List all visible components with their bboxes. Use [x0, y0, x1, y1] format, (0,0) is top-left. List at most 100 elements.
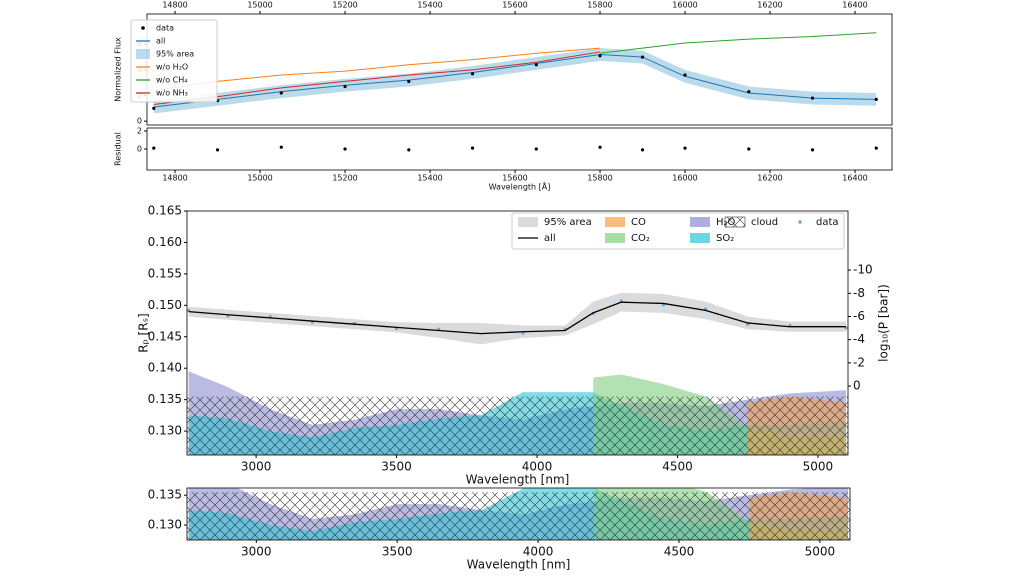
y2-tick-label: -6: [853, 309, 865, 323]
data-point: [534, 147, 538, 151]
data-point: [407, 148, 411, 152]
legend-marker: [518, 217, 538, 227]
legend-marker: [798, 220, 802, 224]
y2-tick-label: -4: [853, 332, 865, 346]
y2-axis-label: log₁₀(P [bar]): [877, 284, 891, 362]
model-line: [599, 32, 877, 54]
legend-box: [511, 212, 845, 250]
data-point: [810, 96, 815, 100]
legend-box: [130, 19, 218, 103]
y2-tick-label: -8: [853, 286, 865, 300]
x-tick-label: 14800: [162, 174, 187, 183]
legend-label: data: [156, 24, 174, 33]
data-point: [152, 106, 156, 110]
data-point: [747, 147, 751, 151]
x-tick-label: 5000: [803, 460, 834, 474]
axes-frame: [186, 210, 849, 456]
x-tick-label: 15800: [587, 1, 612, 10]
x-tick-label: 4000: [523, 545, 554, 559]
data-point: [640, 55, 645, 59]
x-tick-label: 16400: [842, 174, 867, 183]
model-line: [153, 51, 601, 105]
x-tick-label: 15600: [502, 1, 527, 10]
y-tick-label: 0.130: [148, 518, 182, 532]
x-tick-label: 14800: [162, 1, 187, 10]
data-point: [279, 91, 283, 95]
legend-marker: [690, 233, 710, 243]
plot-area: [152, 32, 878, 114]
y-axis-label: Residual: [114, 132, 123, 166]
plot-area: [152, 145, 878, 152]
data-point: [747, 90, 751, 94]
x-axis-label: Wavelength [nm]: [467, 558, 571, 572]
x-tick-label: 3500: [382, 545, 413, 559]
data-point: [874, 97, 878, 101]
model-line: [188, 301, 847, 335]
legend-marker: [136, 49, 150, 59]
legend-label: data: [816, 217, 839, 228]
data-point: [683, 146, 687, 150]
plot-area: [187, 292, 848, 455]
data-point: [598, 145, 602, 149]
data-point: [343, 147, 347, 151]
y-tick-label: 0.160: [148, 235, 182, 249]
legend-marker: [690, 217, 710, 227]
x-tick-label: 15200: [332, 174, 357, 183]
data-point: [683, 73, 687, 77]
y2-tick-label: -10: [853, 263, 873, 277]
x-tick-label: 15200: [332, 1, 357, 10]
legend-label: CO: [631, 217, 646, 228]
model-line: [153, 47, 601, 91]
x-tick-label: 4500: [664, 545, 695, 559]
legend-marker: [605, 217, 625, 227]
x-tick-label: 3000: [241, 460, 272, 474]
x-tick-label: 15600: [502, 174, 527, 183]
legend-marker: [724, 216, 746, 228]
y2-tick-label: 0: [853, 379, 861, 393]
x-tick-label: 4000: [522, 460, 553, 474]
legend-label: all: [156, 37, 165, 46]
x-axis-label: Wavelength [Å]: [489, 180, 551, 191]
data-point: [874, 146, 878, 150]
data-point: [470, 146, 475, 150]
y-tick-label: 0.150: [148, 298, 182, 312]
x-tick-label: 16000: [672, 1, 697, 10]
legend-marker: [141, 26, 145, 30]
data-point: [470, 72, 475, 76]
data-point: [810, 148, 815, 152]
data-point: [598, 54, 602, 58]
y-tick-label: 0.135: [148, 488, 182, 502]
legend-label: w/o NH₃: [156, 89, 188, 98]
legend-label: 95% area: [156, 50, 194, 59]
y-axis-label: Normalized Flux: [114, 37, 123, 102]
y2-tick-label: -2: [853, 355, 865, 369]
x-tick-label: 15400: [417, 174, 442, 183]
x-tick-label: 16000: [672, 174, 697, 183]
data-point: [343, 84, 347, 89]
x-tick-label: 15000: [247, 1, 272, 10]
legend-label: w/o H₂O: [156, 63, 188, 72]
legend-label: cloud: [751, 217, 778, 228]
confidence-band: [188, 292, 847, 345]
legend-label: 95% area: [544, 217, 592, 228]
legend-label: all: [544, 233, 556, 244]
x-tick-label: 16400: [842, 1, 867, 10]
axes-frame: [186, 487, 851, 541]
x-axis-label: Wavelength [nm]: [466, 473, 570, 487]
data-point: [215, 148, 220, 152]
x-tick-label: 16200: [757, 174, 782, 183]
y-tick-label: 0.130: [148, 424, 182, 438]
y-axis-label: Rₚ [Rₛ]: [136, 313, 150, 352]
legend-marker: [605, 233, 625, 243]
legend-label: SO₂: [716, 233, 734, 244]
x-tick-label: 3500: [381, 460, 412, 474]
y-tick-label: 0.140: [148, 361, 182, 375]
x-tick-label: 3000: [241, 545, 272, 559]
y-tick-label: 2: [137, 126, 142, 135]
x-tick-label: 15400: [417, 1, 442, 10]
y-tick-label: 0: [137, 117, 142, 126]
cloud-deck: [187, 396, 848, 455]
data-point: [152, 146, 156, 150]
plot-area: [187, 488, 850, 540]
